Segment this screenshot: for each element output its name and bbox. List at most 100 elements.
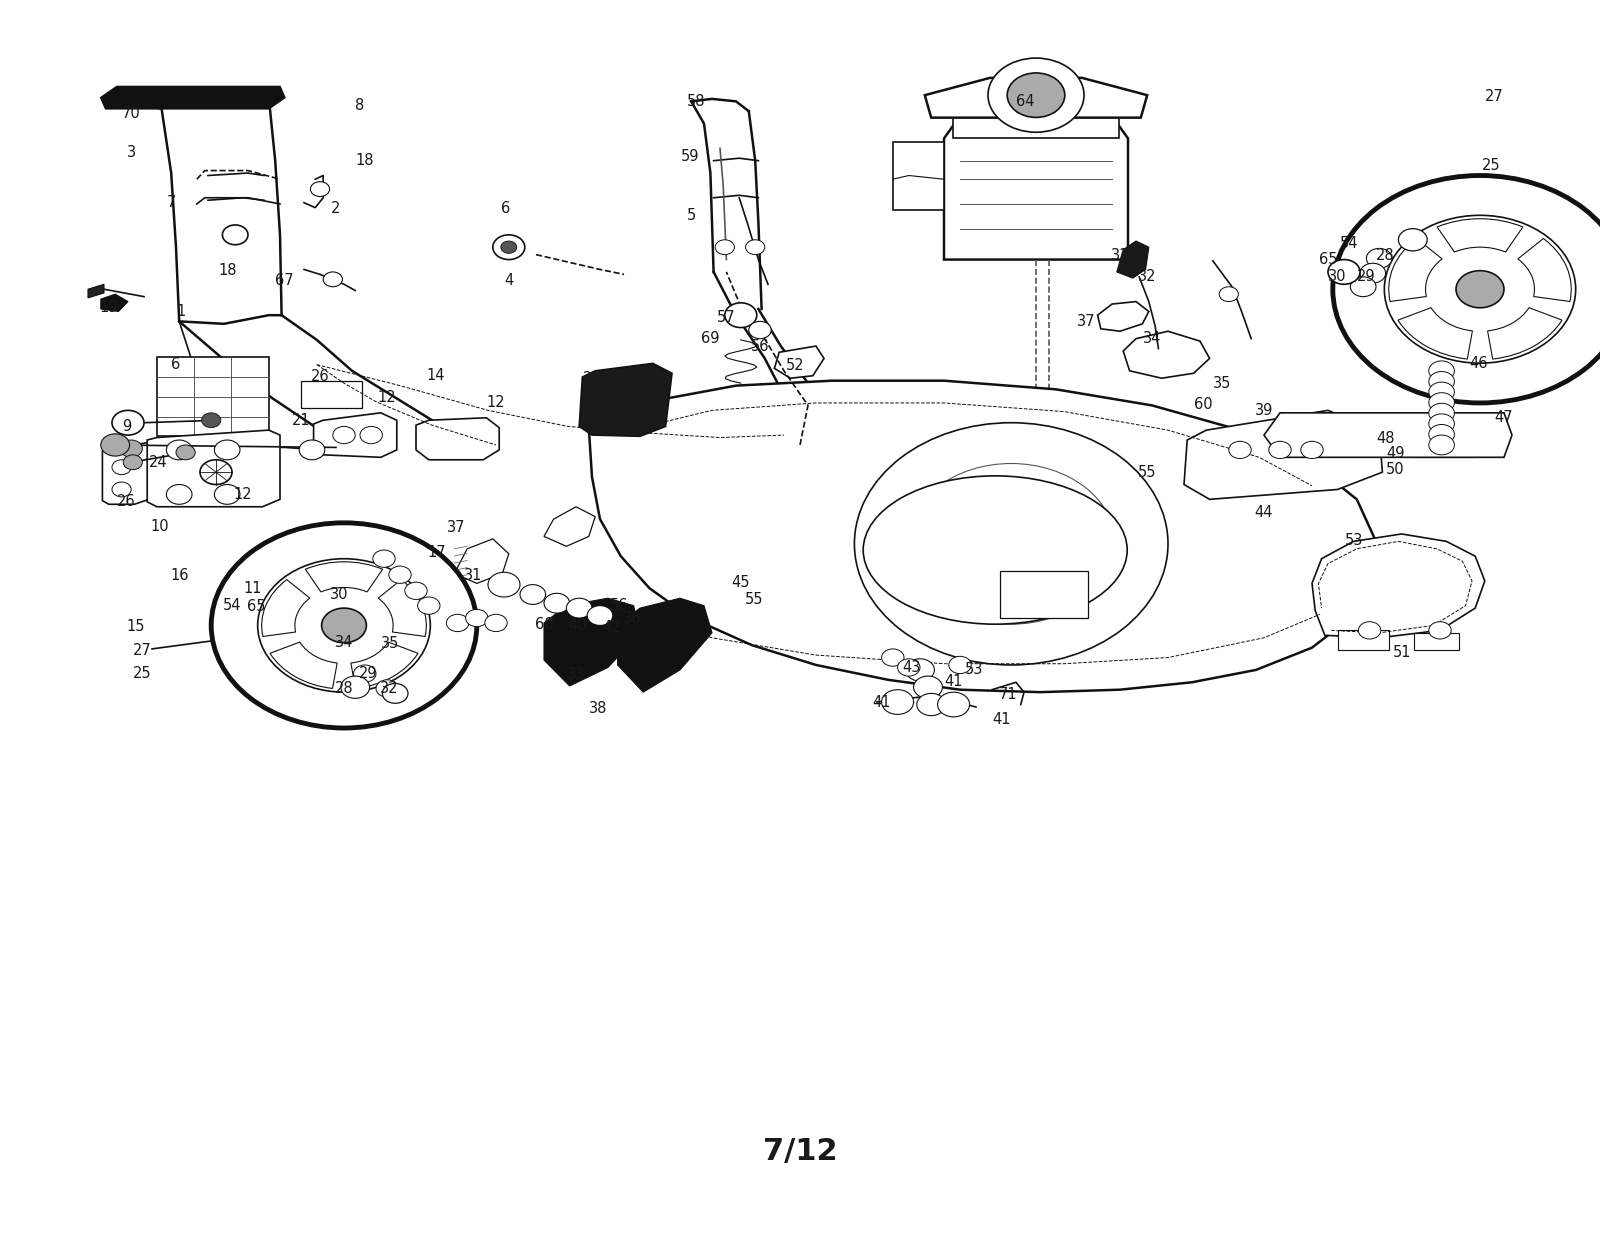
Circle shape <box>333 426 355 444</box>
Polygon shape <box>101 87 285 109</box>
Circle shape <box>854 423 1168 665</box>
Circle shape <box>882 649 904 666</box>
Text: 54: 54 <box>222 598 242 613</box>
Polygon shape <box>1123 331 1210 378</box>
Circle shape <box>112 482 131 497</box>
Circle shape <box>493 235 525 260</box>
Circle shape <box>1429 622 1451 639</box>
Text: 45: 45 <box>731 575 750 590</box>
Circle shape <box>992 529 1030 559</box>
Circle shape <box>354 665 376 682</box>
Text: 31: 31 <box>1110 248 1130 263</box>
Circle shape <box>749 321 771 339</box>
Circle shape <box>341 676 370 698</box>
Circle shape <box>123 455 142 470</box>
Circle shape <box>1429 382 1454 402</box>
Text: 56: 56 <box>750 339 770 353</box>
Text: 53: 53 <box>1344 533 1363 548</box>
Text: 33: 33 <box>566 667 586 682</box>
Text: 54: 54 <box>1339 236 1358 251</box>
Text: 51: 51 <box>1392 645 1411 660</box>
Bar <box>301 381 362 408</box>
Text: 32: 32 <box>1138 269 1157 284</box>
Text: 50: 50 <box>1386 462 1405 477</box>
Circle shape <box>1358 622 1381 639</box>
Circle shape <box>360 426 382 444</box>
Circle shape <box>166 485 192 504</box>
Polygon shape <box>102 442 149 504</box>
Text: 29: 29 <box>358 666 378 681</box>
Circle shape <box>1366 248 1392 268</box>
Text: 43: 43 <box>902 660 922 675</box>
Circle shape <box>1429 424 1454 444</box>
Circle shape <box>1347 187 1600 392</box>
Polygon shape <box>544 598 640 686</box>
Wedge shape <box>262 580 310 637</box>
Circle shape <box>501 241 517 253</box>
Circle shape <box>906 659 934 681</box>
Wedge shape <box>350 641 418 688</box>
Text: 56: 56 <box>610 598 629 613</box>
Text: 6: 6 <box>171 357 181 372</box>
Text: 9: 9 <box>122 419 131 434</box>
Text: 60: 60 <box>1194 397 1213 412</box>
Circle shape <box>1429 372 1454 392</box>
Circle shape <box>224 533 464 718</box>
Circle shape <box>520 585 546 604</box>
Wedge shape <box>1518 239 1571 302</box>
Circle shape <box>1350 277 1376 297</box>
Circle shape <box>466 609 488 627</box>
Circle shape <box>1429 414 1454 434</box>
Polygon shape <box>416 418 499 460</box>
Circle shape <box>222 225 248 245</box>
Circle shape <box>376 680 398 697</box>
Text: 4: 4 <box>504 273 514 288</box>
Text: 48: 48 <box>1376 431 1395 446</box>
Text: 20: 20 <box>582 371 602 386</box>
Polygon shape <box>1117 241 1149 278</box>
Bar <box>1000 571 1088 618</box>
Circle shape <box>1219 287 1238 302</box>
Polygon shape <box>88 284 104 298</box>
Circle shape <box>882 690 914 714</box>
Circle shape <box>1398 229 1427 251</box>
Circle shape <box>112 460 131 475</box>
Circle shape <box>1429 435 1454 455</box>
Text: 37: 37 <box>1077 314 1096 329</box>
Text: 41: 41 <box>992 712 1011 727</box>
Polygon shape <box>579 363 672 436</box>
Circle shape <box>382 684 408 703</box>
Circle shape <box>258 559 430 692</box>
Polygon shape <box>1184 410 1382 499</box>
Bar <box>1414 633 1459 650</box>
Text: 35: 35 <box>381 637 400 651</box>
Text: 58: 58 <box>686 94 706 109</box>
Text: 25: 25 <box>1482 158 1501 173</box>
Text: 11: 11 <box>243 581 262 596</box>
Bar <box>893 142 944 210</box>
Text: 16: 16 <box>170 569 189 583</box>
Circle shape <box>1269 441 1291 459</box>
Text: 7: 7 <box>166 195 176 210</box>
Bar <box>157 357 269 436</box>
Text: 46: 46 <box>1469 356 1488 371</box>
Text: 41: 41 <box>872 695 891 709</box>
Circle shape <box>166 440 192 460</box>
Circle shape <box>405 582 427 599</box>
Text: 39: 39 <box>1254 403 1274 418</box>
Text: 25: 25 <box>133 666 152 681</box>
Text: 65: 65 <box>246 599 266 614</box>
Circle shape <box>112 410 144 435</box>
Text: 27: 27 <box>1485 89 1504 104</box>
Circle shape <box>1384 215 1576 363</box>
Polygon shape <box>944 112 1128 260</box>
Wedge shape <box>378 580 426 637</box>
Text: 34: 34 <box>334 635 354 650</box>
Wedge shape <box>270 641 338 688</box>
Text: 53: 53 <box>965 662 984 677</box>
Circle shape <box>1328 260 1360 284</box>
Circle shape <box>587 606 613 625</box>
Circle shape <box>214 485 240 504</box>
Text: 34: 34 <box>1142 331 1162 346</box>
Circle shape <box>1429 403 1454 423</box>
